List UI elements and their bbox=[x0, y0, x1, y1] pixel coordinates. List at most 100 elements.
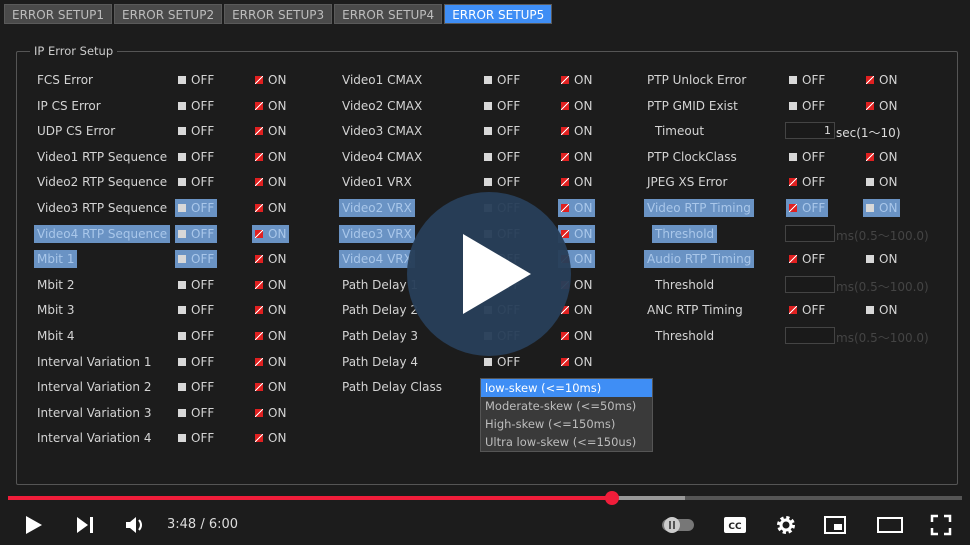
mbit-1-off-checkbox[interactable]: OFF bbox=[175, 250, 218, 269]
checkbox-icon[interactable] bbox=[561, 204, 569, 212]
checkbox-icon[interactable] bbox=[866, 255, 874, 264]
mbit-3-off-checkbox[interactable]: OFF bbox=[178, 301, 214, 319]
mbit-3-on-checkbox[interactable]: ON bbox=[255, 301, 286, 319]
threshold-input[interactable] bbox=[785, 275, 835, 293]
checkbox-icon[interactable] bbox=[255, 332, 263, 340]
checkbox-icon[interactable] bbox=[255, 306, 263, 315]
ptp-clockclass-on-checkbox[interactable]: ON bbox=[866, 148, 897, 166]
video3-rtp-sequence-on-checkbox[interactable]: ON bbox=[255, 199, 286, 217]
checkbox-icon[interactable] bbox=[178, 101, 186, 110]
checkbox-icon[interactable] bbox=[561, 178, 569, 187]
path-delay-4-on-checkbox[interactable]: ON bbox=[561, 353, 592, 371]
checkbox-icon[interactable] bbox=[789, 101, 797, 110]
checkbox-icon[interactable] bbox=[178, 229, 186, 238]
video3-cmax-on-checkbox[interactable]: ON bbox=[561, 122, 592, 140]
checkbox-icon[interactable] bbox=[255, 408, 263, 417]
checkbox-icon[interactable] bbox=[561, 152, 569, 161]
dropdown-option[interactable]: low-skew (<=10ms) bbox=[481, 379, 652, 397]
interval-variation-1-off-checkbox[interactable]: OFF bbox=[178, 353, 214, 371]
video3-rtp-sequence-off-checkbox[interactable]: OFF bbox=[175, 199, 218, 217]
mbit-1-on-checkbox[interactable]: ON bbox=[255, 250, 286, 268]
video2-cmax-on-checkbox[interactable]: ON bbox=[561, 97, 592, 115]
checkbox-icon[interactable] bbox=[866, 178, 874, 187]
checkbox-icon[interactable] bbox=[255, 280, 263, 289]
checkbox-icon[interactable] bbox=[561, 229, 569, 238]
tab-error-setup2[interactable]: ERROR SETUP2 bbox=[114, 4, 223, 24]
checkbox-icon[interactable] bbox=[178, 152, 186, 161]
checkbox-icon[interactable] bbox=[178, 434, 186, 443]
fullscreen-icon[interactable] bbox=[930, 514, 952, 536]
checkbox-icon[interactable] bbox=[255, 101, 263, 110]
interval-variation-4-on-checkbox[interactable]: ON bbox=[255, 429, 286, 447]
video2-rtp-sequence-off-checkbox[interactable]: OFF bbox=[178, 173, 214, 191]
video1-rtp-sequence-off-checkbox[interactable]: OFF bbox=[178, 148, 214, 166]
play-icon[interactable] bbox=[24, 514, 44, 536]
checkbox-icon[interactable] bbox=[255, 127, 263, 136]
checkbox-icon[interactable] bbox=[178, 383, 186, 392]
video4-rtp-sequence-off-checkbox[interactable]: OFF bbox=[175, 224, 218, 243]
dropdown-option[interactable]: High-skew (<=150ms) bbox=[485, 417, 616, 431]
audio-rtp-timing-off-checkbox[interactable]: OFF bbox=[789, 250, 825, 268]
checkbox-icon[interactable] bbox=[789, 76, 797, 84]
captions-icon[interactable]: CC bbox=[722, 514, 748, 536]
checkbox-icon[interactable] bbox=[484, 152, 492, 161]
checkbox-icon[interactable] bbox=[484, 76, 492, 84]
fcs-error-off-checkbox[interactable]: OFF bbox=[178, 71, 214, 89]
checkbox-icon[interactable] bbox=[561, 127, 569, 136]
video2-rtp-sequence-on-checkbox[interactable]: ON bbox=[255, 173, 286, 191]
checkbox-icon[interactable] bbox=[561, 76, 569, 84]
settings-gear-icon[interactable] bbox=[775, 514, 797, 536]
interval-variation-4-off-checkbox[interactable]: OFF bbox=[178, 429, 214, 447]
ip-cs-error-off-checkbox[interactable]: OFF bbox=[178, 97, 214, 115]
path-delay-4-off-checkbox[interactable]: OFF bbox=[484, 353, 520, 371]
threshold-input[interactable] bbox=[785, 327, 835, 344]
video4-cmax-off-checkbox[interactable]: OFF bbox=[484, 148, 520, 166]
seek-bar[interactable] bbox=[8, 491, 962, 505]
mbit-4-on-checkbox[interactable]: ON bbox=[255, 327, 286, 345]
video2-vrx-on-checkbox[interactable]: ON bbox=[558, 199, 596, 217]
video3-cmax-off-checkbox[interactable]: OFF bbox=[484, 122, 520, 140]
path-delay-3-on-checkbox[interactable]: ON bbox=[561, 327, 592, 345]
anc-rtp-timing-on-checkbox[interactable]: ON bbox=[866, 301, 897, 319]
checkbox-icon[interactable] bbox=[178, 306, 186, 315]
volume-icon[interactable] bbox=[124, 514, 146, 536]
checkbox-icon[interactable] bbox=[866, 152, 874, 161]
path-delay-2-on-checkbox[interactable]: ON bbox=[561, 301, 592, 319]
mbit-2-off-checkbox[interactable]: OFF bbox=[178, 276, 214, 294]
checkbox-icon[interactable] bbox=[255, 204, 263, 212]
anc-rtp-timing-off-checkbox[interactable]: OFF bbox=[789, 301, 825, 319]
play-overlay-button[interactable] bbox=[407, 192, 571, 356]
checkbox-icon[interactable] bbox=[484, 127, 492, 136]
checkbox-icon[interactable] bbox=[561, 357, 569, 366]
checkbox-icon[interactable] bbox=[178, 76, 186, 84]
checkbox-icon[interactable] bbox=[178, 357, 186, 366]
tab-error-setup4[interactable]: ERROR SETUP4 bbox=[334, 4, 443, 24]
video1-vrx-on-checkbox[interactable]: ON bbox=[561, 173, 592, 191]
checkbox-icon[interactable] bbox=[178, 408, 186, 417]
timeout-input[interactable]: 1 bbox=[785, 122, 835, 140]
mbit-4-off-checkbox[interactable]: OFF bbox=[178, 327, 214, 345]
checkbox-icon[interactable] bbox=[255, 229, 263, 238]
jpeg-xs-error-off-checkbox[interactable]: OFF bbox=[789, 173, 825, 191]
video4-cmax-on-checkbox[interactable]: ON bbox=[561, 148, 592, 166]
checkbox-icon[interactable] bbox=[255, 152, 263, 161]
interval-variation-2-on-checkbox[interactable]: ON bbox=[255, 378, 286, 396]
checkbox-icon[interactable] bbox=[484, 178, 492, 187]
miniplayer-icon[interactable] bbox=[823, 514, 847, 536]
checkbox-icon[interactable] bbox=[789, 152, 797, 161]
video4-rtp-sequence-on-checkbox[interactable]: ON bbox=[252, 224, 290, 243]
path-delay-class-dropdown[interactable]: low-skew (<=10ms) Moderate-skew (<=50ms) H… bbox=[480, 378, 653, 452]
dropdown-option[interactable]: Moderate-skew (<=50ms) bbox=[485, 399, 637, 413]
udp-cs-error-off-checkbox[interactable]: OFF bbox=[178, 122, 214, 140]
interval-variation-1-on-checkbox[interactable]: ON bbox=[255, 353, 286, 371]
video1-rtp-sequence-on-checkbox[interactable]: ON bbox=[255, 148, 286, 166]
interval-variation-3-on-checkbox[interactable]: ON bbox=[255, 404, 286, 422]
video1-cmax-off-checkbox[interactable]: OFF bbox=[484, 71, 520, 89]
checkbox-icon[interactable] bbox=[178, 332, 186, 340]
video-rtp-timing-off-checkbox[interactable]: OFF bbox=[786, 199, 829, 217]
checkbox-icon[interactable] bbox=[178, 127, 186, 136]
checkbox-icon[interactable] bbox=[866, 204, 874, 212]
checkbox-icon[interactable] bbox=[561, 101, 569, 110]
audio-rtp-timing-on-checkbox[interactable]: ON bbox=[866, 250, 897, 268]
udp-cs-error-on-checkbox[interactable]: ON bbox=[255, 122, 286, 140]
